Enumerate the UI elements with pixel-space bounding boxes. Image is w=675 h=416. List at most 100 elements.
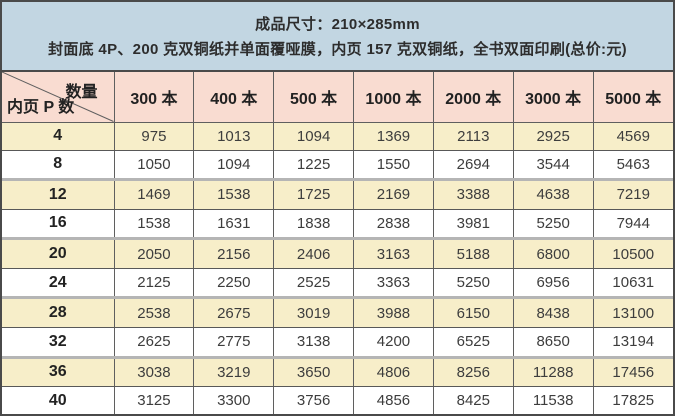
pages-cell: 24: [2, 268, 114, 300]
price-cell: 11538: [512, 386, 594, 414]
price-cell: 17456: [592, 357, 673, 388]
price-cell: 8425: [432, 386, 514, 414]
price-cell: 8650: [512, 327, 594, 359]
quantity-axis-label: 数量: [65, 84, 98, 101]
price-cell: 5250: [512, 209, 594, 241]
price-cell: 1094: [193, 150, 274, 182]
price-cell: 2525: [273, 268, 354, 300]
price-cell: 2169: [353, 179, 434, 210]
pages-cell: 40: [48, 391, 67, 409]
price-cell: 1469: [113, 179, 194, 210]
column-header: 5000 本: [592, 72, 673, 123]
spec-line: 封面底 4P、200 克双铜纸并单面覆哑膜，内页 157 克双铜纸，全书双面印刷…: [48, 41, 627, 58]
price-cell: 3388: [432, 179, 514, 210]
price-cell: 2775: [193, 327, 274, 359]
price-cell: 13100: [592, 297, 673, 328]
price-cell: 4638: [512, 179, 594, 210]
price-cell: 2250: [193, 268, 274, 300]
price-cell: 7944: [592, 209, 673, 241]
table-row: 8 1050 1094 1225 1550 2694 3544 5463: [2, 150, 673, 182]
column-header: 1000 本: [353, 72, 434, 123]
column-header: 300 本: [113, 72, 194, 123]
price-cell: 1013: [193, 122, 274, 151]
price-cell: 3981: [432, 209, 514, 241]
pages-cell: 20: [2, 238, 114, 269]
table-row: 16 1538 1631 1838 2838 3981 5250 7944: [2, 209, 673, 241]
price-cell: 5250: [432, 268, 514, 300]
pages-cell: 8: [2, 150, 114, 182]
price-cell: 2125: [113, 268, 194, 300]
price-cell: 1838: [273, 209, 354, 241]
price-cell: 3125: [113, 386, 194, 414]
price-cell: 10631: [592, 268, 673, 300]
price-cell: 3300: [193, 386, 274, 414]
price-cell: 975: [113, 122, 194, 151]
price-cell: 3988: [353, 297, 434, 328]
price-cell: 6525: [432, 327, 514, 359]
price-cell: 1225: [273, 150, 354, 182]
price-cell: 17825: [592, 386, 673, 414]
price-cell: 2925: [512, 122, 594, 151]
price-cell: 2625: [113, 327, 194, 359]
pages-cell: 36: [2, 357, 114, 388]
column-header: 500 本: [273, 72, 354, 123]
price-cell: 6956: [512, 268, 594, 300]
table-row: 32 2625 2775 3138 4200 6525 8650 13194: [2, 327, 673, 359]
table-row: 12 1469 1538 1725 2169 3388 4638 7219: [2, 179, 673, 210]
table-header-row: 数量 内页 P 数 300 本 400 本 500 本 1000 本 2000 …: [2, 72, 673, 123]
price-cell: 2694: [432, 150, 514, 182]
price-cell: 3163: [353, 238, 434, 269]
column-header: 2000 本: [432, 72, 514, 123]
diagonal-line: [2, 72, 114, 122]
price-cell: 2406: [273, 238, 354, 269]
table-row: 36 3038 3219 3650 4806 8256 11288 17456: [2, 357, 673, 388]
price-cell: 3219: [193, 357, 274, 388]
finished-size-line: 成品尺寸：210×285mm: [255, 16, 420, 33]
price-cell: 5188: [432, 238, 514, 269]
pages-cell: 16: [2, 209, 114, 241]
price-cell: 1094: [273, 122, 354, 151]
price-cell: 2156: [193, 238, 274, 269]
price-cell: 3544: [512, 150, 594, 182]
sheet-header: 成品尺寸：210×285mm 封面底 4P、200 克双铜纸并单面覆哑膜，内页 …: [2, 2, 673, 72]
price-cell: 1631: [193, 209, 274, 241]
pages-cell: 4: [2, 122, 114, 151]
price-cell: 1050: [113, 150, 194, 182]
price-cell: 6150: [432, 297, 514, 328]
price-cell: 1538: [193, 179, 274, 210]
table-row: 24 2125 2250 2525 3363 5250 6956 10631: [2, 268, 673, 300]
corner-cell: 数量 内页 P 数: [2, 72, 114, 123]
price-cell: 4569: [592, 122, 673, 151]
price-cell: 3038: [113, 357, 194, 388]
price-cell: 4806: [353, 357, 434, 388]
price-cell: 13194: [592, 327, 673, 359]
price-cell: 4856: [353, 386, 434, 414]
price-cell: 3756: [273, 386, 354, 414]
price-cell: 1725: [273, 179, 354, 210]
price-cell: 4200: [353, 327, 434, 359]
price-cell: 2675: [193, 297, 274, 328]
column-header: 400 本: [193, 72, 274, 123]
pages-cell: 12: [2, 179, 114, 210]
table-row: 20 2050 2156 2406 3163 5188 6800 10500: [2, 238, 673, 269]
price-cell: 7219: [592, 179, 673, 210]
table-row: 28 2538 2675 3019 3988 6150 8438 13100: [2, 297, 673, 328]
pages-cell: 32: [2, 327, 114, 359]
price-cell: 3650: [273, 357, 354, 388]
price-cell: 3019: [273, 297, 354, 328]
table-row: 40 3125 3300 3756 4856 8425 11538 17825: [2, 386, 673, 414]
column-header: 3000 本: [512, 72, 594, 123]
price-cell: 2538: [113, 297, 194, 328]
price-cell: 10500: [592, 238, 673, 269]
pages-axis-label: 内页 P 数: [7, 98, 75, 116]
price-cell: 6800: [512, 238, 594, 269]
price-cell: 2838: [353, 209, 434, 241]
price-cell: 1369: [353, 122, 434, 151]
price-cell: 8256: [432, 357, 514, 388]
price-cell: 2113: [432, 122, 514, 151]
price-cell: 1538: [113, 209, 194, 241]
pages-cell: 28: [2, 297, 114, 328]
price-cell: 11288: [512, 357, 594, 388]
table-row: 4 975 1013 1094 1369 2113 2925 4569: [2, 122, 673, 151]
price-cell: 3138: [273, 327, 354, 359]
